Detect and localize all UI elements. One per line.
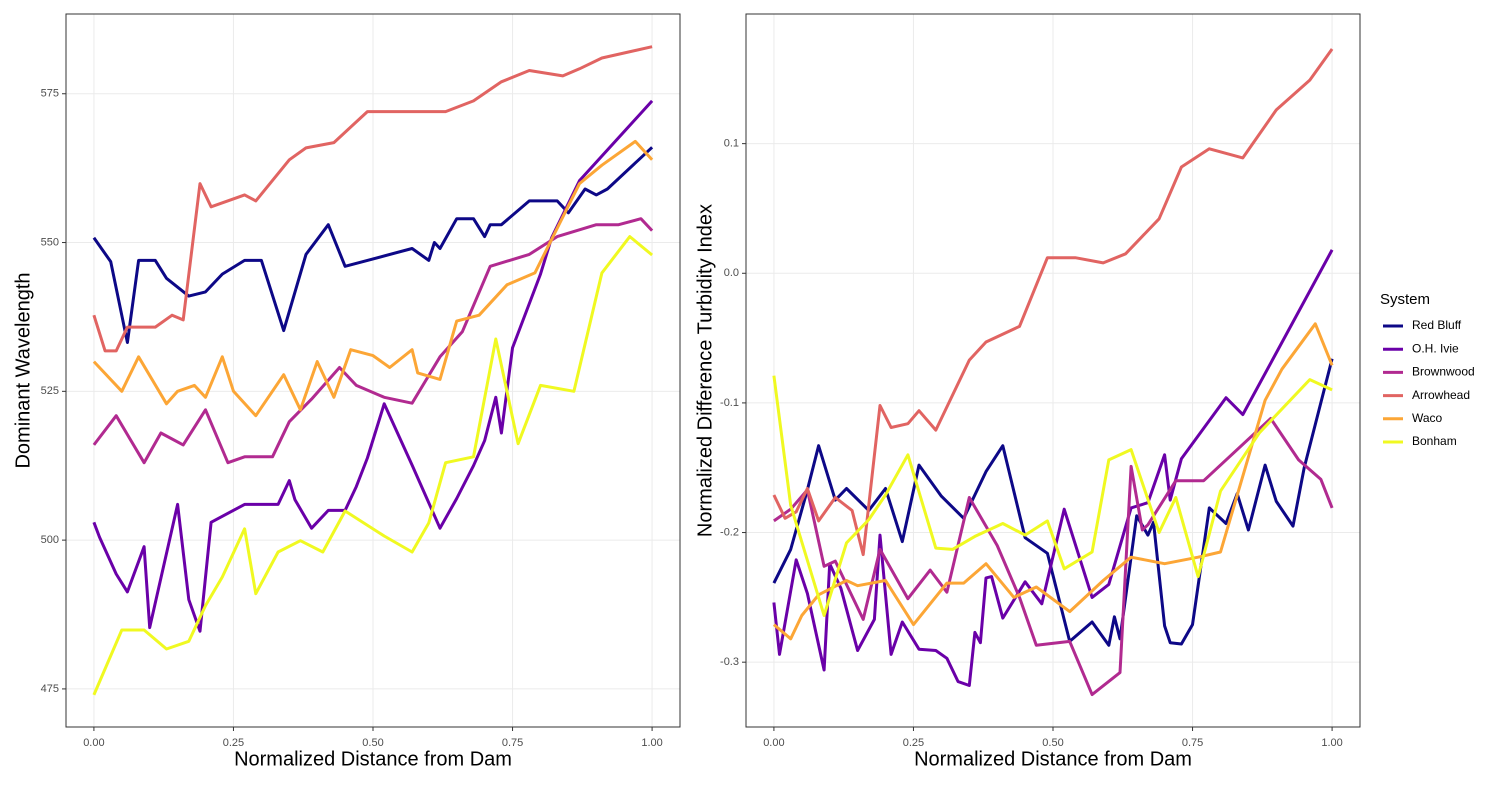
series-line	[773, 417, 1334, 697]
x-tick-label: 1.00	[1321, 737, 1342, 749]
y-tick-label: 0.0	[724, 267, 739, 279]
y-tick-label: 475	[41, 683, 59, 695]
y-tick-label: -0.1	[720, 397, 739, 409]
y-axis-title: Normalized Difference Turbidity Index	[694, 204, 716, 537]
series-line	[772, 48, 1334, 557]
series-line	[92, 217, 654, 465]
series-line	[92, 235, 654, 696]
x-tick-label: 0.75	[1182, 737, 1203, 749]
legend-label: Red Bluff	[1412, 318, 1462, 332]
x-tick-label: 0.00	[83, 737, 104, 749]
legend-label: O.H. Ivie	[1412, 341, 1459, 355]
series-line	[772, 322, 1334, 641]
series-line	[92, 146, 654, 344]
x-tick-label: 0.25	[903, 737, 924, 749]
y-axis-title: Dominant Wavelength	[12, 272, 34, 468]
y-tick-label: -0.3	[720, 656, 739, 668]
panel-border	[745, 13, 1361, 728]
series-line	[772, 375, 1333, 617]
series-line	[92, 139, 654, 418]
legend-label: Bonham	[1412, 434, 1457, 448]
x-tick-label: 1.00	[641, 737, 662, 749]
panel-border	[65, 13, 681, 728]
y-tick-label: 550	[41, 236, 59, 248]
series-line	[92, 99, 654, 633]
legend-label: Brownwood	[1412, 365, 1475, 379]
x-axis-title: Normalized Distance from Dam	[234, 748, 512, 770]
series-line	[772, 249, 1334, 687]
x-tick-label: 0.50	[362, 737, 383, 749]
x-tick-label: 0.50	[1042, 737, 1063, 749]
x-tick-label: 0.25	[223, 737, 244, 749]
y-tick-label: 0.1	[724, 138, 739, 150]
y-tick-label: 575	[41, 88, 59, 100]
x-tick-label: 0.75	[502, 737, 523, 749]
x-tick-label: 0.00	[763, 737, 784, 749]
y-tick-label: 500	[41, 534, 59, 546]
legend-label: Arrowhead	[1412, 388, 1470, 402]
series-line	[92, 45, 653, 353]
y-tick-label: -0.2	[720, 526, 739, 538]
legend-label: Waco	[1412, 411, 1443, 425]
y-tick-label: 525	[41, 385, 59, 397]
legend-title: System	[1380, 291, 1430, 308]
x-axis-title: Normalized Distance from Dam	[914, 748, 1192, 770]
